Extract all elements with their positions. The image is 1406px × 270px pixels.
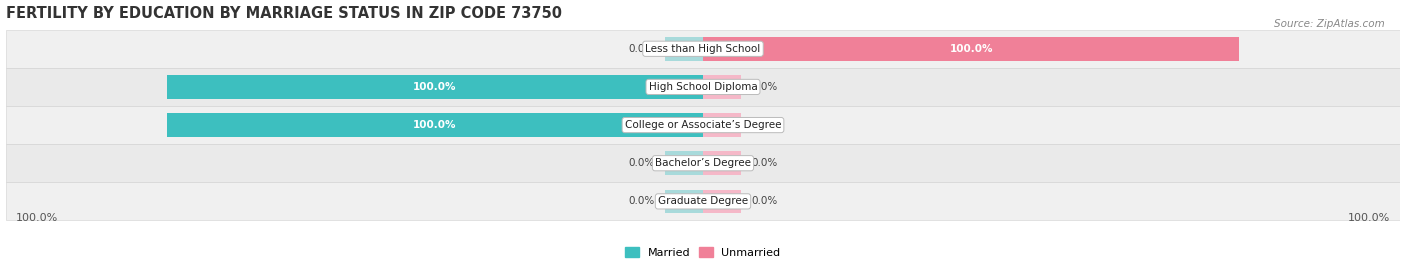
Bar (6, 106, 1400, 144)
Text: 0.0%: 0.0% (628, 158, 655, 168)
Text: Graduate Degree: Graduate Degree (658, 196, 748, 206)
Text: 100.0%: 100.0% (1347, 214, 1389, 224)
Bar (703, 37, 1240, 60)
Text: 100.0%: 100.0% (413, 82, 457, 92)
Text: FERTILITY BY EDUCATION BY MARRIAGE STATUS IN ZIP CODE 73750: FERTILITY BY EDUCATION BY MARRIAGE STATU… (6, 6, 561, 21)
Bar (665, 37, 703, 60)
Text: 0.0%: 0.0% (751, 82, 778, 92)
Bar (166, 113, 703, 137)
Text: 100.0%: 100.0% (413, 120, 457, 130)
Text: 100.0%: 100.0% (949, 44, 993, 54)
Text: Less than High School: Less than High School (645, 44, 761, 54)
Legend: Married, Unmarried: Married, Unmarried (621, 243, 785, 262)
Text: 0.0%: 0.0% (628, 196, 655, 206)
Bar (6, 30, 1400, 68)
Bar (703, 113, 741, 137)
Text: College or Associate’s Degree: College or Associate’s Degree (624, 120, 782, 130)
Text: 0.0%: 0.0% (751, 196, 778, 206)
Text: Source: ZipAtlas.com: Source: ZipAtlas.com (1274, 19, 1385, 29)
Bar (703, 190, 741, 213)
Text: Bachelor’s Degree: Bachelor’s Degree (655, 158, 751, 168)
Bar (166, 75, 703, 99)
Text: High School Diploma: High School Diploma (648, 82, 758, 92)
Bar (703, 151, 741, 175)
Text: 0.0%: 0.0% (628, 44, 655, 54)
Text: 0.0%: 0.0% (751, 120, 778, 130)
Bar (6, 182, 1400, 220)
Text: 0.0%: 0.0% (751, 158, 778, 168)
Bar (665, 151, 703, 175)
Text: 100.0%: 100.0% (17, 214, 59, 224)
Bar (665, 190, 703, 213)
Bar (6, 144, 1400, 182)
Bar (703, 75, 741, 99)
Bar (6, 68, 1400, 106)
